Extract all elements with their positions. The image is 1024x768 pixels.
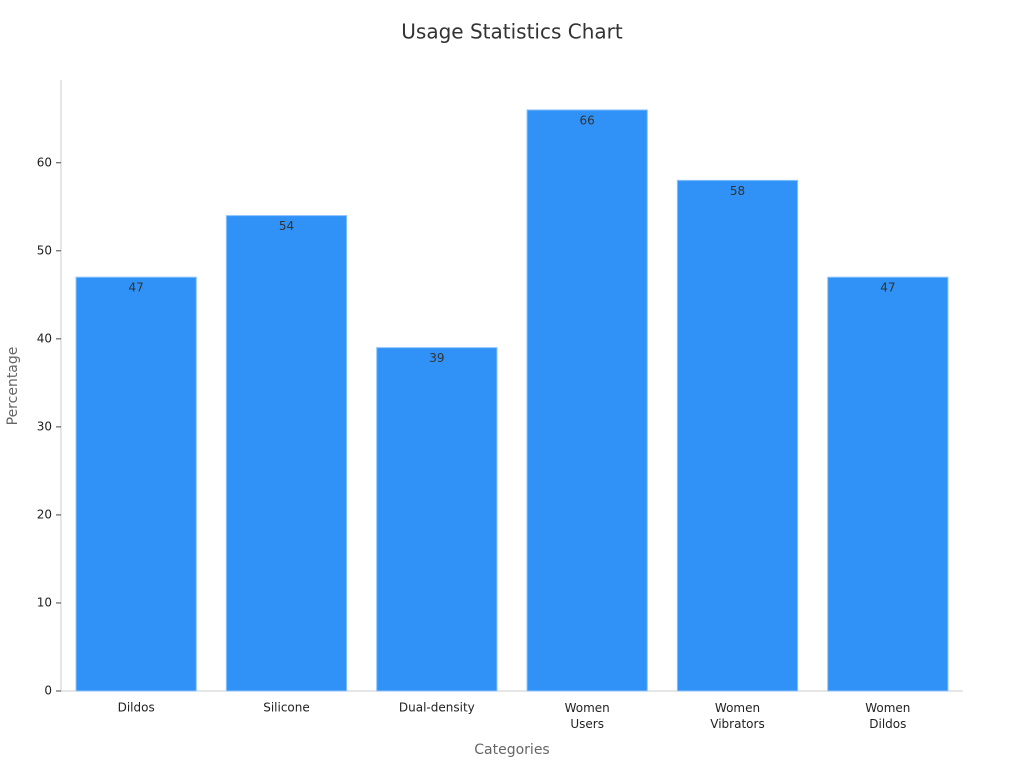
bar [225, 215, 348, 692]
value-label: 47 [880, 281, 895, 295]
bar [676, 179, 799, 692]
x-tick-label: Women Dildos [865, 701, 910, 731]
value-label: 58 [730, 184, 745, 198]
value-label: 47 [129, 281, 144, 295]
x-tick-label: Dildos [118, 701, 155, 715]
chart-title: Usage Statistics Chart [401, 20, 623, 44]
y-tick-label: 40 [37, 331, 52, 345]
y-tick-label: 20 [37, 507, 52, 521]
y-axis-label: Percentage [5, 347, 21, 426]
x-tick-label: Women Vibrators [710, 701, 764, 731]
x-tick-label: Women Users [565, 701, 610, 731]
y-tick-label: 30 [37, 419, 52, 433]
y-tick-label: 50 [37, 243, 52, 257]
y-tick-label: 60 [37, 155, 52, 169]
bar [526, 109, 648, 692]
value-label: 66 [580, 113, 595, 127]
bar [75, 276, 197, 692]
y-tick-label: 0 [44, 684, 52, 698]
x-tick-label: Dual-density [399, 701, 475, 715]
x-tick-label: Silicone [263, 701, 310, 715]
y-tick-label: 10 [37, 595, 52, 609]
x-axis-label: Categories [474, 742, 549, 758]
value-label: 54 [279, 219, 294, 233]
bar [376, 347, 498, 692]
value-label: 39 [429, 351, 444, 365]
bar [827, 276, 949, 692]
